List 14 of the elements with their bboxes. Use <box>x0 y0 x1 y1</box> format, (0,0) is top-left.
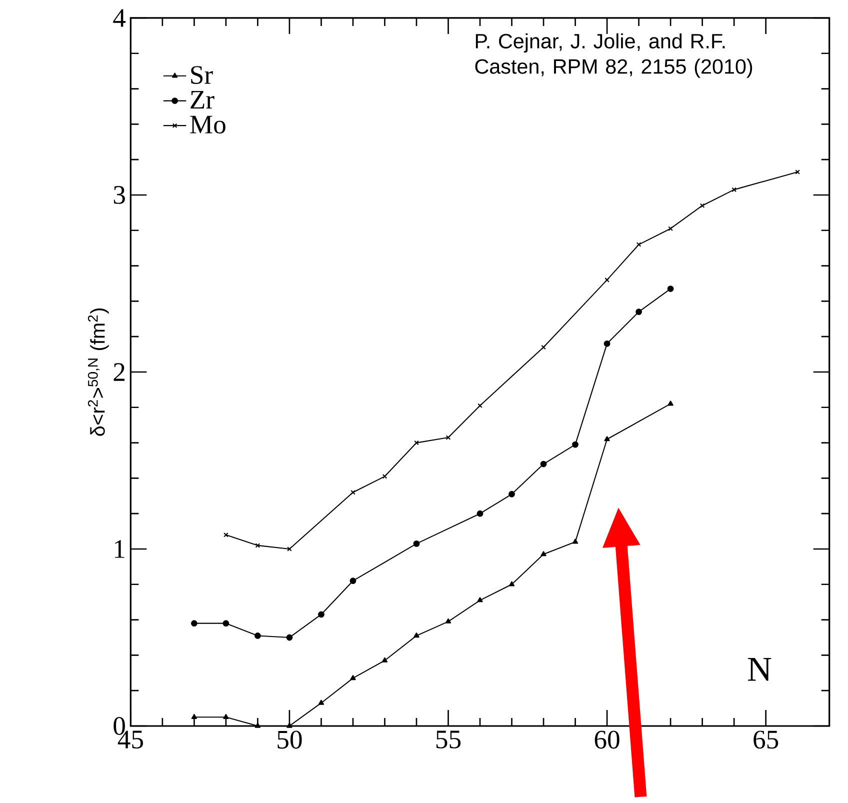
x-tick-label: 50 <box>278 730 302 749</box>
legend-label: Mo <box>190 116 226 134</box>
legend-label: Zr <box>190 91 214 109</box>
y-tick-label: 3 <box>114 186 125 204</box>
x-tick-label: 65 <box>754 730 778 749</box>
y-tick-label: 1 <box>114 540 124 558</box>
x-axis-title: N <box>748 658 772 681</box>
annotation: P. Cejnar, J. Jolie, and R.F. Casten, RPM 82, 2155 (2010) <box>475 33 752 78</box>
legend-label: Sr <box>191 66 213 84</box>
x-tick-label: 55 <box>436 730 461 749</box>
y-axis-title: δ<r$^{2}$>$^{50,N}$ (fm$^{2}$) <box>88 308 109 436</box>
x-tick-label: 60 <box>594 730 620 749</box>
y-tick-label: 4 <box>113 9 126 27</box>
y-tick-label: 2 <box>114 363 124 381</box>
